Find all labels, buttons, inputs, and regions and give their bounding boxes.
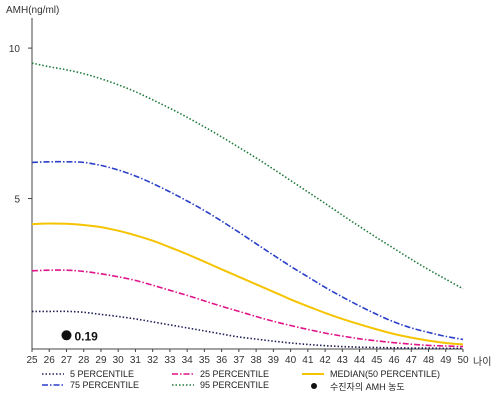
series-line-1 [32, 310, 463, 350]
x-tick-label: 27 [61, 355, 73, 366]
legend-label-1: 5 PERCENTILE [70, 369, 134, 379]
series-line-3 [31, 222, 464, 346]
legend-marker-swatch [311, 383, 317, 389]
series-line-5 [31, 62, 464, 290]
x-tick-label: 35 [199, 355, 211, 366]
x-axis-title: 나이 [473, 356, 491, 368]
series-line-4 [31, 160, 464, 341]
legend-label-2: 25 PERCENTILE [200, 369, 269, 379]
x-tick-label: 26 [44, 355, 56, 366]
patient-amh-label: 0.19 [74, 329, 98, 343]
chart-legend: 5 PERCENTILE 25 PERCENTILE MEDIAN(50 PERCE… [42, 369, 440, 392]
legend-label-3: MEDIAN(50 PERCENTILE) [330, 369, 440, 379]
chart-series-lines [31, 62, 464, 350]
x-tick-label: 38 [251, 355, 263, 366]
x-tick-label: 50 [457, 355, 469, 366]
x-tick-label: 48 [423, 355, 435, 366]
x-tick-label: 44 [354, 355, 366, 366]
y-axis-title: AMH(ng/ml) [6, 5, 59, 16]
x-tick-label: 30 [113, 355, 125, 366]
x-tick-label: 36 [216, 355, 228, 366]
legend-label-4: 75 PERCENTILE [70, 380, 139, 390]
x-tick-label: 43 [337, 355, 349, 366]
x-tick-label: 31 [130, 355, 142, 366]
x-tick-label: 39 [268, 355, 280, 366]
series-line-2 [31, 269, 464, 348]
x-tick-label: 46 [388, 355, 400, 366]
x-tick-label: 37 [233, 355, 245, 366]
x-tick-label: 41 [302, 355, 314, 366]
x-tick-label: 32 [147, 355, 159, 366]
patient-amh-point [61, 330, 72, 341]
x-tick-label: 28 [78, 355, 90, 366]
x-tick-label: 47 [406, 355, 418, 366]
y-tick-label: 10 [9, 44, 21, 55]
x-tick-label: 45 [371, 355, 383, 366]
x-tick-label: 33 [164, 355, 176, 366]
x-tick-label: 29 [95, 355, 107, 366]
x-tick-label: 49 [440, 355, 452, 366]
x-tick-label: 40 [285, 355, 297, 366]
x-tick-label: 25 [26, 355, 38, 366]
x-tick-label: 42 [320, 355, 332, 366]
chart-marker: 0.19 [61, 329, 98, 343]
legend-label-5: 95 PERCENTILE [200, 380, 269, 390]
x-tick-label: 34 [182, 355, 194, 366]
chart-axes: 5 10 25 26 27 28 29 30 31 32 33 34 35 36 37 38 39 40 41 42 4… [6, 5, 491, 368]
legend-marker-label: 수진자의 AMH 농도 [330, 382, 405, 392]
y-tick-label: 5 [14, 195, 20, 206]
